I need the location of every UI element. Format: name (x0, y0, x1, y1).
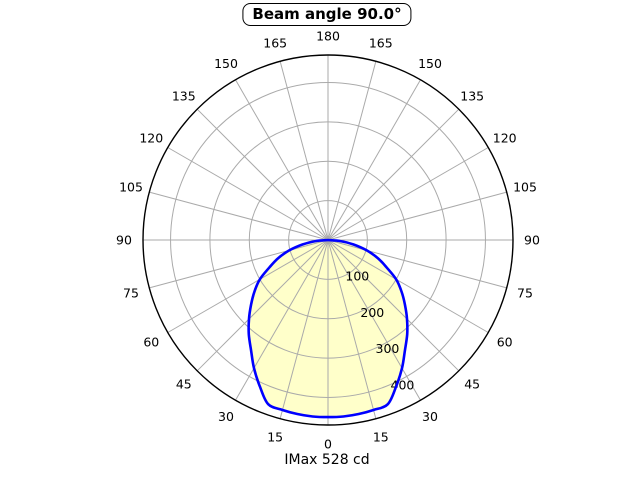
radial-gridline (170, 82, 486, 398)
chart-title: Beam angle 90.0° (242, 3, 412, 26)
angle-gridline (167, 147, 329, 241)
angle-tick-label: 60 (497, 335, 513, 350)
angle-gridline (327, 239, 460, 372)
angle-tick-label: 135 (172, 88, 196, 103)
angle-gridline (235, 239, 329, 401)
intensity-curve-layer (247, 238, 409, 419)
angle-gridline (235, 79, 329, 241)
angle-tick-label: 120 (139, 131, 163, 146)
angle-tick-label: 90 (524, 233, 540, 248)
angle-gridline (327, 239, 421, 401)
angle-tick-label: 30 (422, 409, 438, 424)
imax-caption: IMax 528 cd (284, 452, 370, 468)
angle-gridline (327, 239, 507, 289)
tick-label-layer: 0 15 15 30 30 45 45 60 60 75 75 90 90 105 105 120 120 135… (116, 29, 540, 452)
angle-gridline (167, 239, 329, 333)
angle-gridline (327, 147, 489, 241)
intensity-curve (247, 238, 409, 419)
angle-tick-label: 150 (214, 56, 238, 71)
angle-gridline (327, 108, 460, 241)
angle-gridline (327, 61, 377, 241)
angle-tick-label: 45 (176, 377, 192, 392)
radial-tick-label: 100 (345, 268, 369, 283)
polar-grid-layer (142, 54, 514, 426)
angle-tick-label: 0 (324, 437, 332, 452)
angle-tick-label: 120 (493, 131, 517, 146)
radial-gridline (248, 160, 408, 320)
angle-tick-label: 60 (143, 335, 159, 350)
angle-gridline (196, 239, 329, 372)
angle-tick-label: 105 (119, 180, 143, 195)
angle-gridline (196, 108, 329, 241)
angle-gridline (327, 79, 421, 241)
angle-tick-label: 45 (464, 377, 480, 392)
angle-tick-label: 165 (263, 36, 287, 51)
angle-gridline (149, 239, 329, 289)
radial-gridline (288, 200, 368, 280)
angle-tick-label: 165 (369, 36, 393, 51)
angle-tick-label: 150 (418, 56, 442, 71)
angle-gridline (279, 239, 329, 419)
angle-tick-label: 15 (373, 430, 389, 445)
angle-gridline (327, 191, 507, 241)
angle-tick-label: 30 (218, 409, 234, 424)
angle-tick-label: 180 (316, 29, 340, 44)
angle-gridline (279, 61, 329, 241)
angle-gridline (327, 239, 489, 333)
radial-gridline (209, 121, 447, 359)
angle-tick-label: 90 (116, 233, 132, 248)
radial-tick-label: 300 (376, 341, 400, 356)
angle-gridline (327, 239, 377, 419)
angle-tick-label: 105 (513, 180, 537, 195)
radial-tick-label: 200 (360, 305, 384, 320)
angle-tick-label: 75 (517, 285, 533, 300)
angle-tick-label: 15 (267, 430, 283, 445)
angle-gridline (149, 191, 329, 241)
polar-boundary (142, 54, 514, 426)
angle-tick-label: 75 (123, 285, 139, 300)
angle-tick-label: 135 (460, 88, 484, 103)
